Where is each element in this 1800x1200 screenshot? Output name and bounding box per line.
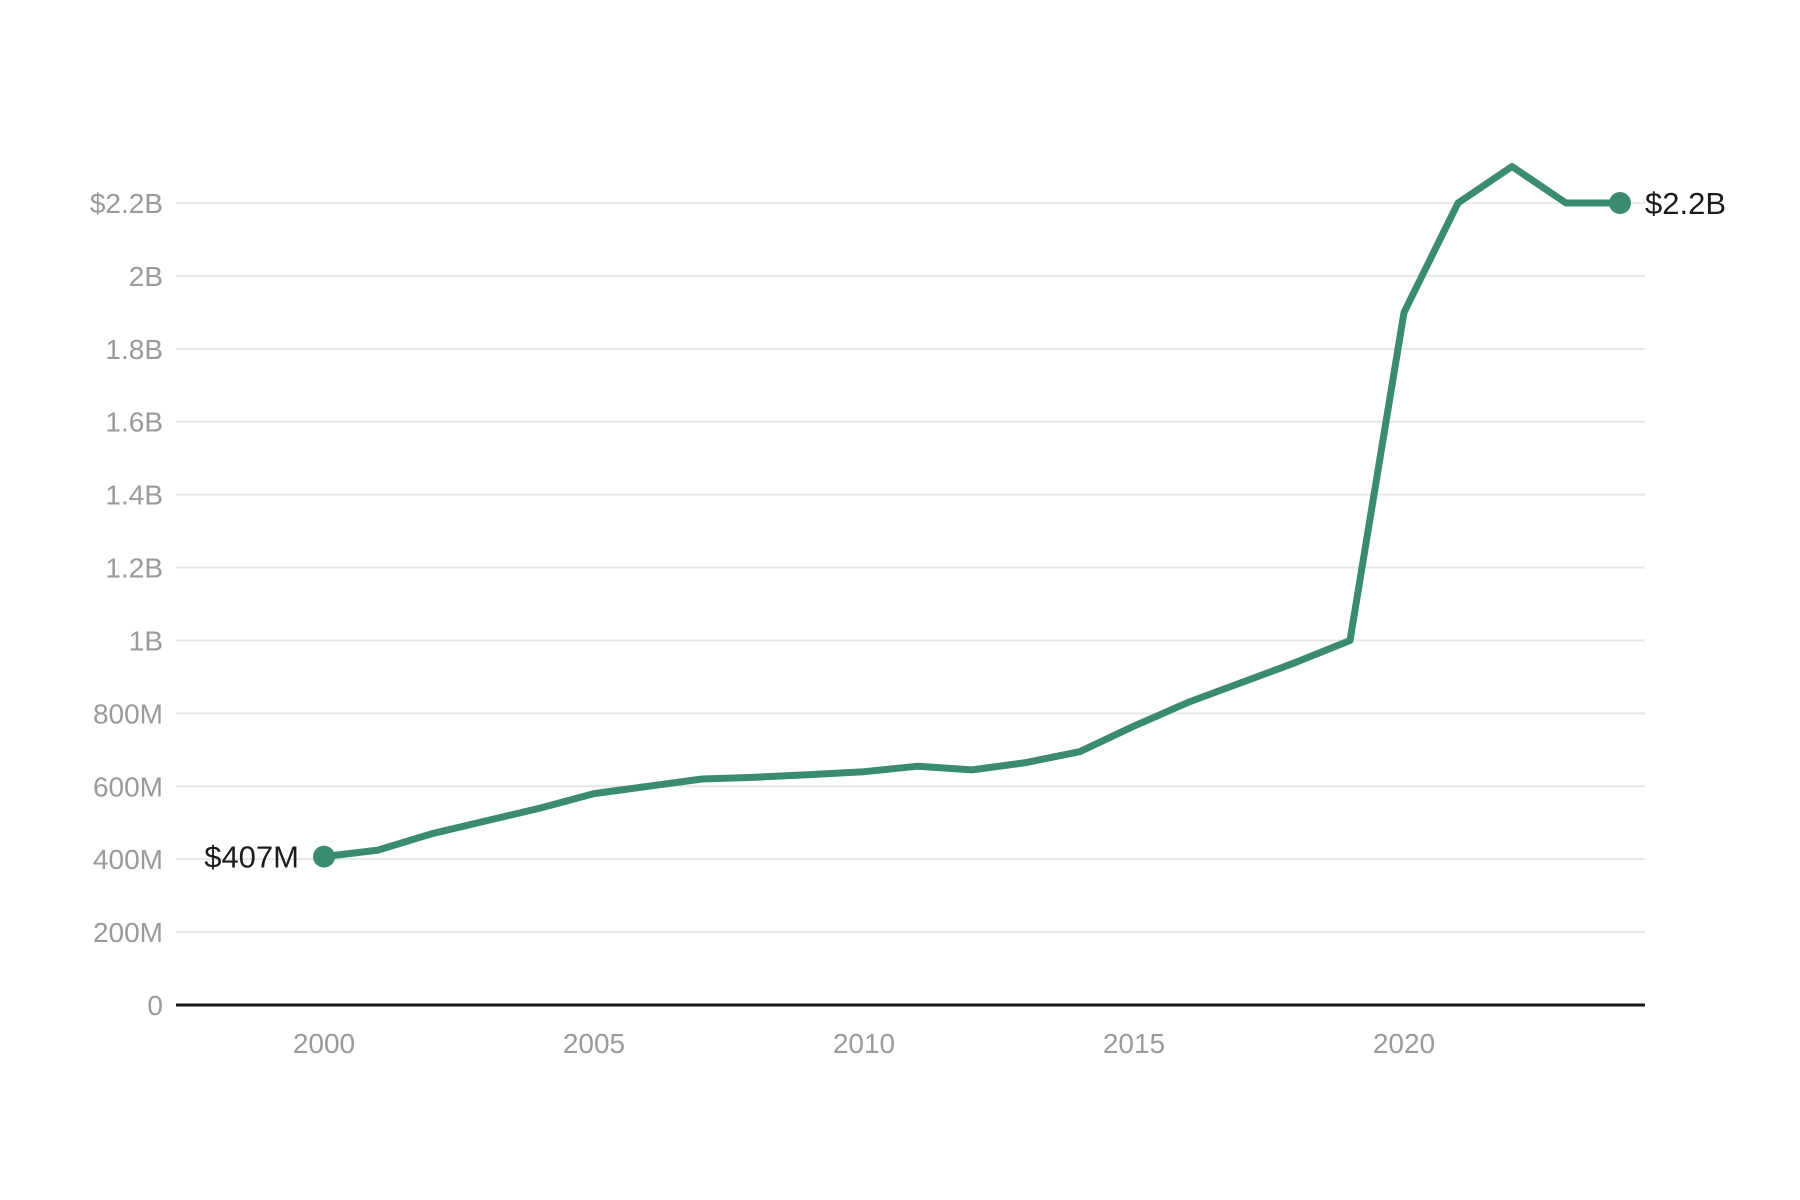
start-point-dot xyxy=(313,845,335,868)
y-axis-tick-label: 600M xyxy=(93,771,163,802)
x-axis-tick-label: 2015 xyxy=(1103,1028,1165,1059)
x-axis-tick-label: 2020 xyxy=(1373,1028,1435,1059)
revenue-line xyxy=(320,163,1624,861)
y-axis-tick-label: 1.2B xyxy=(105,553,163,584)
y-axis-tick-label: 400M xyxy=(93,844,163,875)
y-axis-tick-label: 1.6B xyxy=(105,407,163,438)
x-axis-tick-label: 2010 xyxy=(833,1028,895,1059)
y-axis-tick-label: 2B xyxy=(129,261,163,292)
end-point-label: $2.2B xyxy=(1645,186,1726,221)
y-axis-tick-label: 1.4B xyxy=(105,480,163,511)
y-axis-tick-label: 200M xyxy=(93,917,163,948)
x-axis-tick-label: 2005 xyxy=(563,1028,625,1059)
y-axis-tick-label: 800M xyxy=(93,698,163,729)
y-axis-tick-label: $2.2B xyxy=(90,188,163,219)
y-axis-tick-label: 0 xyxy=(147,990,163,1021)
y-axis-tick-label: 1.8B xyxy=(105,334,163,365)
y-axis-tick-label: 1B xyxy=(129,625,163,656)
end-point-dot xyxy=(1609,192,1631,214)
start-point-label: $407M xyxy=(204,840,299,875)
x-axis-tick-label: 2000 xyxy=(293,1028,355,1059)
